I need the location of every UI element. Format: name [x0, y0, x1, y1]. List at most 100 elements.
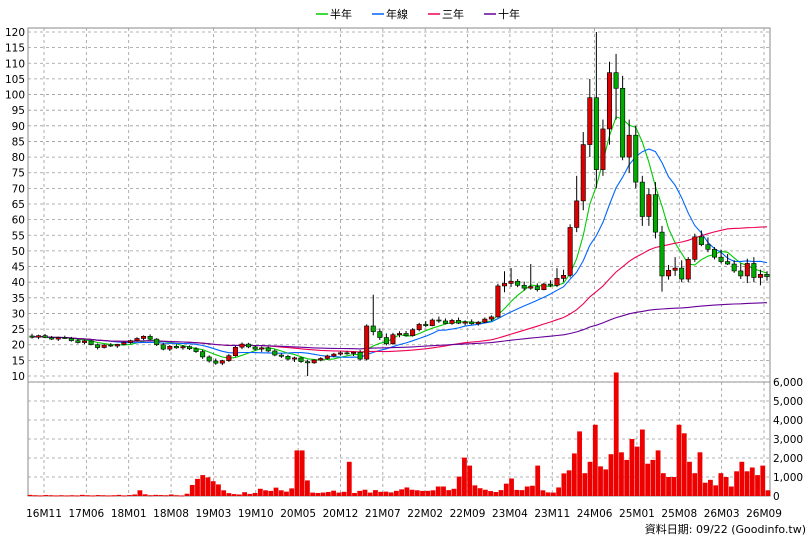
- candle-down: [718, 256, 724, 262]
- volume-bar: [708, 479, 713, 496]
- candle-up: [351, 351, 357, 354]
- volume-bar: [388, 492, 394, 496]
- volume-bar: [488, 491, 493, 496]
- candle-down: [154, 338, 160, 346]
- candle-down: [265, 347, 271, 352]
- volume-bar: [608, 454, 614, 496]
- candle-down: [469, 321, 475, 325]
- volume-bar: [603, 469, 609, 496]
- grid-lines: [28, 28, 770, 496]
- candle-down: [95, 344, 101, 348]
- volume-bar: [331, 490, 336, 496]
- volume-bar: [498, 490, 504, 496]
- price-tick-label: 95: [12, 105, 25, 117]
- candle-down: [305, 361, 311, 364]
- candle-up: [567, 227, 573, 276]
- volume-bar: [509, 478, 514, 496]
- volume-bar: [739, 461, 745, 496]
- candle-down: [206, 356, 212, 362]
- volume-bar: [446, 490, 452, 496]
- candle-down: [711, 249, 717, 258]
- price-tick-label: 120: [5, 27, 25, 39]
- time-tick-label: 19M03: [196, 508, 232, 520]
- candle-down: [403, 333, 409, 336]
- candle-up: [449, 320, 455, 324]
- candle-up: [127, 340, 133, 343]
- price-tick-label: 10: [12, 371, 25, 383]
- time-tick-label: 16M11: [26, 508, 62, 520]
- volume-bar: [435, 486, 441, 496]
- price-tick-label: 50: [12, 246, 25, 258]
- candle-down: [108, 344, 114, 347]
- candle-up: [626, 134, 632, 158]
- legend-label: 年線: [386, 7, 408, 21]
- candle-up: [501, 283, 507, 287]
- candle-up: [180, 346, 186, 349]
- candle-up: [410, 329, 416, 336]
- candle-up: [574, 200, 580, 228]
- candle-up: [55, 337, 61, 340]
- volume-bar: [273, 487, 279, 496]
- candle-down: [213, 360, 219, 364]
- candle-down: [88, 340, 94, 346]
- volume-bar: [687, 461, 692, 496]
- volume-bar: [174, 495, 179, 497]
- price-tick-label: 110: [5, 58, 25, 70]
- candle-up: [318, 358, 324, 361]
- candle-down: [298, 357, 304, 362]
- volume-bar: [524, 486, 530, 496]
- candle-up: [331, 353, 337, 357]
- volume-bar: [645, 463, 651, 496]
- volume-bar: [315, 492, 321, 496]
- price-tick-label: 80: [12, 152, 25, 164]
- time-tick-label: 20M12: [323, 508, 359, 520]
- volume-bar: [634, 446, 640, 496]
- volume-bar: [284, 491, 289, 496]
- volume-bar: [252, 492, 258, 496]
- volume-bar: [184, 493, 190, 496]
- time-tick-label: 18M01: [111, 508, 147, 520]
- volume-bar: [650, 459, 656, 496]
- candle-down: [285, 355, 291, 360]
- volume-bar: [64, 495, 70, 497]
- volume-bar: [341, 491, 347, 496]
- candle-up: [744, 263, 750, 277]
- volume-bar: [728, 486, 734, 496]
- price-axis: 10 15 20 25 30 35 40 45 50 55 60 65 70 75 80 85 90 95 100 1…: [5, 27, 25, 383]
- volume-bar: [530, 485, 535, 496]
- volume-bar: [577, 431, 582, 496]
- candle-up: [429, 319, 435, 326]
- candle-down: [75, 340, 81, 343]
- candle-up: [219, 360, 225, 364]
- volume-bar: [278, 490, 284, 496]
- candle-down: [515, 280, 521, 286]
- volume-bar: [755, 475, 760, 496]
- volume-bar: [561, 473, 567, 496]
- candle-down: [442, 320, 448, 324]
- price-tick-label: 115: [5, 43, 25, 55]
- volume-bar: [592, 424, 598, 496]
- candle-down: [147, 335, 153, 340]
- volume-bar: [74, 495, 80, 497]
- volume-bar: [85, 495, 90, 497]
- volume-bar: [545, 492, 551, 496]
- source-label: 資料日期: 09/22 (Goodinfo.tw): [645, 522, 806, 536]
- candle-down: [738, 270, 744, 277]
- volume-bar: [69, 495, 75, 497]
- volume-bar: [571, 453, 577, 496]
- candle-down: [252, 346, 258, 350]
- volume-bar: [153, 494, 159, 496]
- volume-bar: [582, 473, 588, 496]
- volume-bar: [127, 495, 132, 497]
- time-axis: 16M11 17M06 18M01 18M08 19M03 19M10 20M05 20M12…: [26, 508, 782, 520]
- volume-bar: [168, 494, 174, 496]
- candle-down: [278, 354, 284, 357]
- volume-bar: [551, 492, 556, 496]
- volume-bar: [79, 494, 85, 496]
- volume-bar: [32, 495, 38, 497]
- volume-bar: [404, 487, 410, 496]
- candle-down: [698, 236, 704, 245]
- price-tick-label: 40: [12, 277, 25, 289]
- candle-down: [370, 325, 376, 332]
- price-tick-label: 65: [12, 199, 25, 211]
